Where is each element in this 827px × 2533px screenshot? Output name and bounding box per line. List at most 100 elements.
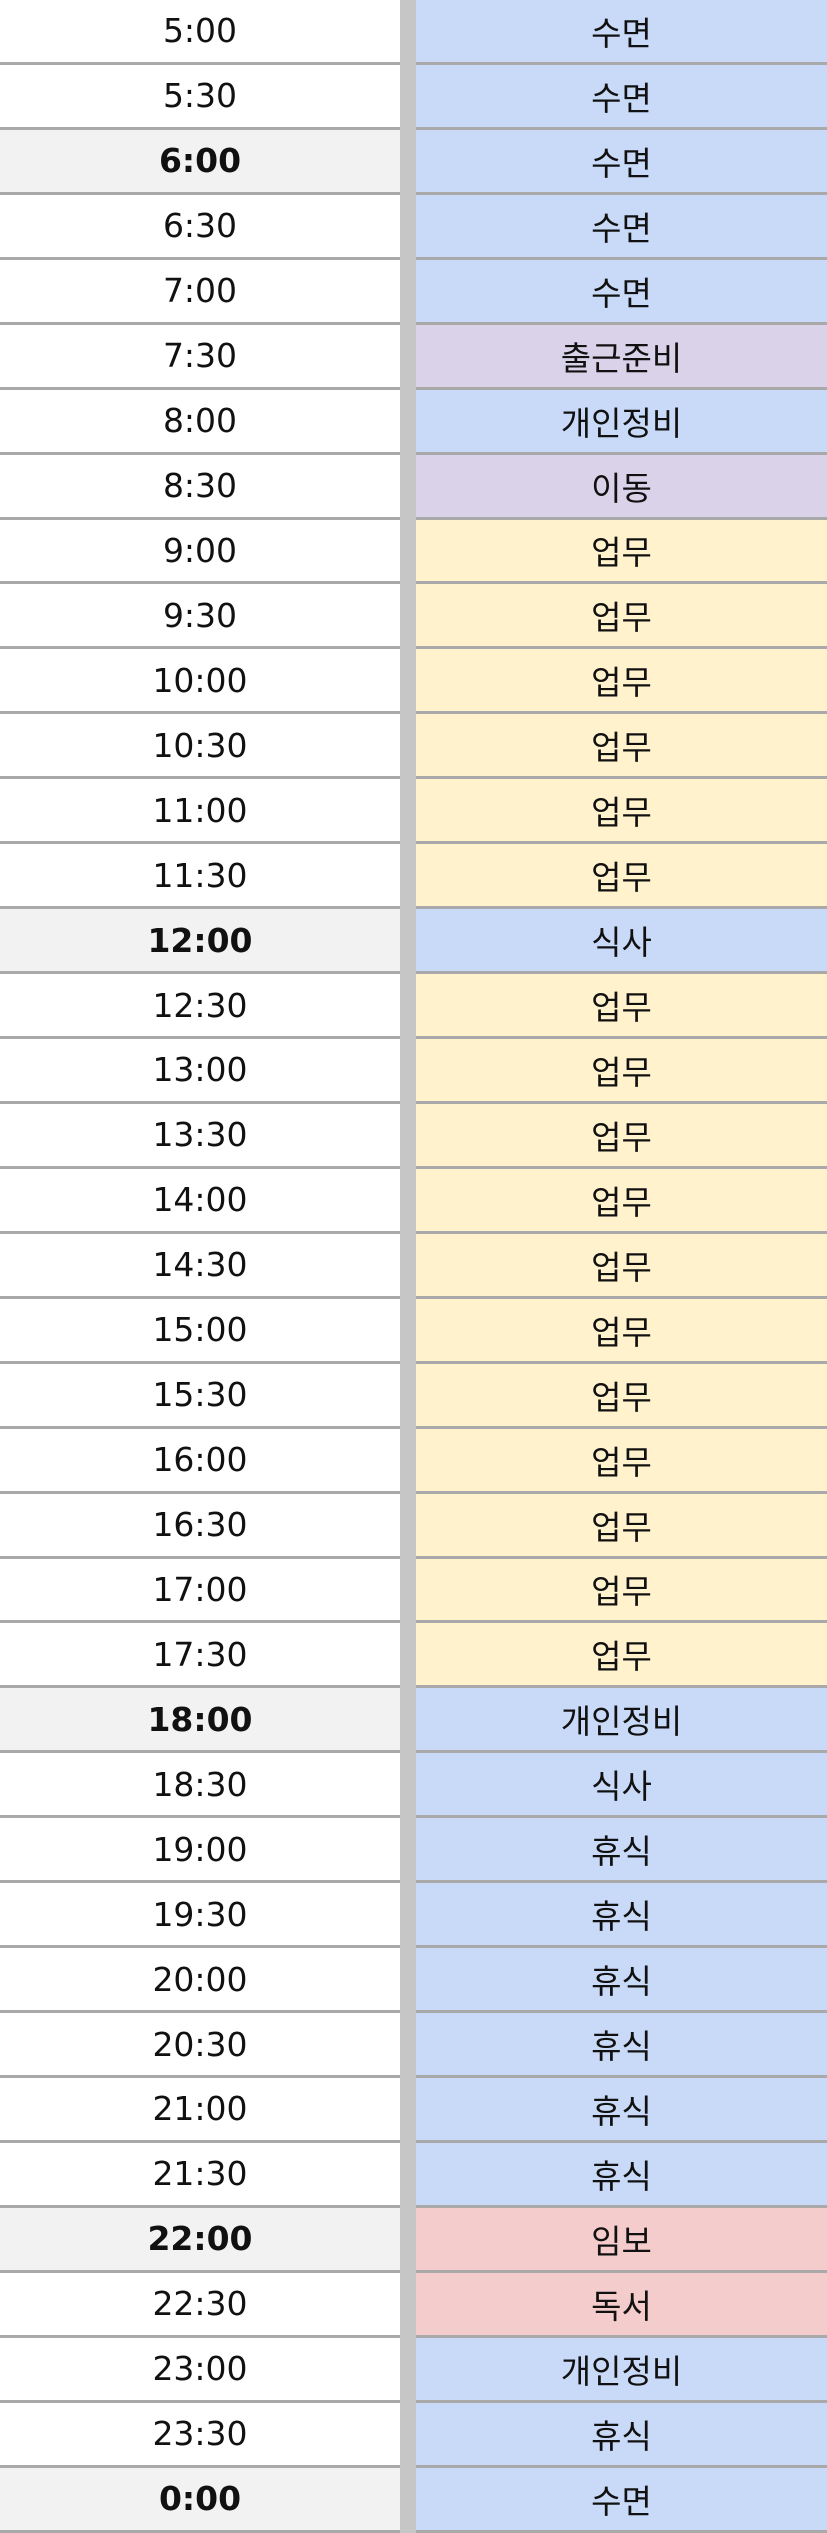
activity-cell[interactable]: 업무: [416, 1168, 827, 1234]
activity-cell[interactable]: 식사: [416, 909, 827, 975]
column-divider: [400, 1233, 416, 1299]
activity-cell[interactable]: 휴식: [416, 1883, 827, 1949]
activity-cell[interactable]: 업무: [416, 584, 827, 650]
time-cell[interactable]: 16:00: [0, 1428, 400, 1494]
time-cell[interactable]: 0:00: [0, 2467, 400, 2533]
activity-cell[interactable]: 수면: [416, 259, 827, 325]
time-cell[interactable]: 9:00: [0, 519, 400, 585]
activity-cell[interactable]: 업무: [416, 649, 827, 715]
activity-cell[interactable]: 휴식: [416, 2402, 827, 2468]
time-cell[interactable]: 21:30: [0, 2142, 400, 2208]
time-cell[interactable]: 14:00: [0, 1168, 400, 1234]
activity-cell[interactable]: 업무: [416, 714, 827, 780]
time-cell[interactable]: 19:30: [0, 1883, 400, 1949]
time-cell[interactable]: 8:30: [0, 454, 400, 520]
activity-cell[interactable]: 수면: [416, 194, 827, 260]
activity-cell[interactable]: 임보: [416, 2207, 827, 2273]
time-cell[interactable]: 16:30: [0, 1493, 400, 1559]
time-cell[interactable]: 8:00: [0, 389, 400, 455]
activity-cell[interactable]: 업무: [416, 844, 827, 910]
column-divider: [400, 1168, 416, 1234]
activity-cell[interactable]: 업무: [416, 1039, 827, 1104]
time-cell[interactable]: 14:30: [0, 1233, 400, 1299]
activity-cell[interactable]: 업무: [416, 1363, 827, 1429]
schedule-row: 13:00 업무: [0, 1039, 827, 1104]
schedule-row: 7:30 출근준비: [0, 324, 827, 390]
activity-cell[interactable]: 휴식: [416, 1818, 827, 1884]
column-divider: [400, 259, 416, 325]
column-divider: [400, 909, 416, 975]
time-cell[interactable]: 12:00: [0, 909, 400, 975]
column-divider: [400, 1558, 416, 1624]
time-cell[interactable]: 13:30: [0, 1103, 400, 1169]
time-cell[interactable]: 15:00: [0, 1298, 400, 1364]
activity-cell[interactable]: 업무: [416, 779, 827, 845]
activity-cell[interactable]: 업무: [416, 974, 827, 1039]
schedule-row: 17:00 업무: [0, 1558, 827, 1624]
time-cell[interactable]: 11:00: [0, 779, 400, 845]
activity-cell[interactable]: 업무: [416, 1493, 827, 1559]
activity-cell[interactable]: 수면: [416, 2467, 827, 2533]
column-divider: [400, 2013, 416, 2078]
time-cell[interactable]: 11:30: [0, 844, 400, 910]
activity-cell[interactable]: 이동: [416, 454, 827, 520]
time-cell[interactable]: 7:00: [0, 259, 400, 325]
activity-cell[interactable]: 수면: [416, 64, 827, 130]
time-cell[interactable]: 10:00: [0, 649, 400, 715]
activity-cell[interactable]: 업무: [416, 1298, 827, 1364]
time-cell[interactable]: 12:30: [0, 974, 400, 1039]
activity-cell[interactable]: 휴식: [416, 2078, 827, 2143]
schedule-row: 7:00 수면: [0, 259, 827, 325]
time-cell[interactable]: 17:30: [0, 1623, 400, 1689]
time-cell[interactable]: 23:00: [0, 2337, 400, 2403]
time-cell[interactable]: 6:00: [0, 129, 400, 195]
time-cell[interactable]: 7:30: [0, 324, 400, 390]
column-divider: [400, 389, 416, 455]
activity-cell[interactable]: 수면: [416, 129, 827, 195]
schedule-row: 13:30 업무: [0, 1103, 827, 1169]
activity-cell[interactable]: 업무: [416, 1103, 827, 1169]
time-cell[interactable]: 20:00: [0, 1948, 400, 2014]
column-divider: [400, 584, 416, 650]
schedule-row: 19:30 휴식: [0, 1883, 827, 1949]
schedule-row: 16:30 업무: [0, 1493, 827, 1559]
activity-cell[interactable]: 식사: [416, 1753, 827, 1819]
time-cell[interactable]: 6:30: [0, 194, 400, 260]
activity-cell[interactable]: 휴식: [416, 2142, 827, 2208]
activity-cell[interactable]: 개인정비: [416, 389, 827, 455]
activity-cell[interactable]: 개인정비: [416, 2337, 827, 2403]
time-cell[interactable]: 10:30: [0, 714, 400, 780]
activity-cell[interactable]: 업무: [416, 1623, 827, 1689]
activity-cell[interactable]: 업무: [416, 1233, 827, 1299]
time-cell[interactable]: 21:00: [0, 2078, 400, 2143]
activity-cell[interactable]: 출근준비: [416, 324, 827, 390]
time-cell[interactable]: 15:30: [0, 1363, 400, 1429]
time-cell[interactable]: 19:00: [0, 1818, 400, 1884]
activity-cell[interactable]: 수면: [416, 0, 827, 65]
time-cell[interactable]: 22:00: [0, 2207, 400, 2273]
time-cell[interactable]: 18:30: [0, 1753, 400, 1819]
activity-cell[interactable]: 휴식: [416, 2013, 827, 2078]
time-cell[interactable]: 5:30: [0, 64, 400, 130]
time-cell[interactable]: 22:30: [0, 2272, 400, 2338]
time-cell[interactable]: 13:00: [0, 1039, 400, 1104]
time-cell[interactable]: 20:30: [0, 2013, 400, 2078]
activity-cell[interactable]: 독서: [416, 2272, 827, 2338]
time-cell[interactable]: 23:30: [0, 2402, 400, 2468]
activity-cell[interactable]: 업무: [416, 519, 827, 585]
column-divider: [400, 519, 416, 585]
activity-cell[interactable]: 휴식: [416, 1948, 827, 2014]
column-divider: [400, 129, 416, 195]
time-cell[interactable]: 17:00: [0, 1558, 400, 1624]
time-cell[interactable]: 9:30: [0, 584, 400, 650]
time-cell[interactable]: 18:00: [0, 1688, 400, 1754]
column-divider: [400, 1883, 416, 1949]
schedule-row: 14:30 업무: [0, 1233, 827, 1299]
column-divider: [400, 64, 416, 130]
time-cell[interactable]: 5:00: [0, 0, 400, 65]
activity-cell[interactable]: 업무: [416, 1428, 827, 1494]
schedule-row: 5:30 수면: [0, 64, 827, 130]
activity-cell[interactable]: 업무: [416, 1558, 827, 1624]
column-divider: [400, 1363, 416, 1429]
activity-cell[interactable]: 개인정비: [416, 1688, 827, 1754]
